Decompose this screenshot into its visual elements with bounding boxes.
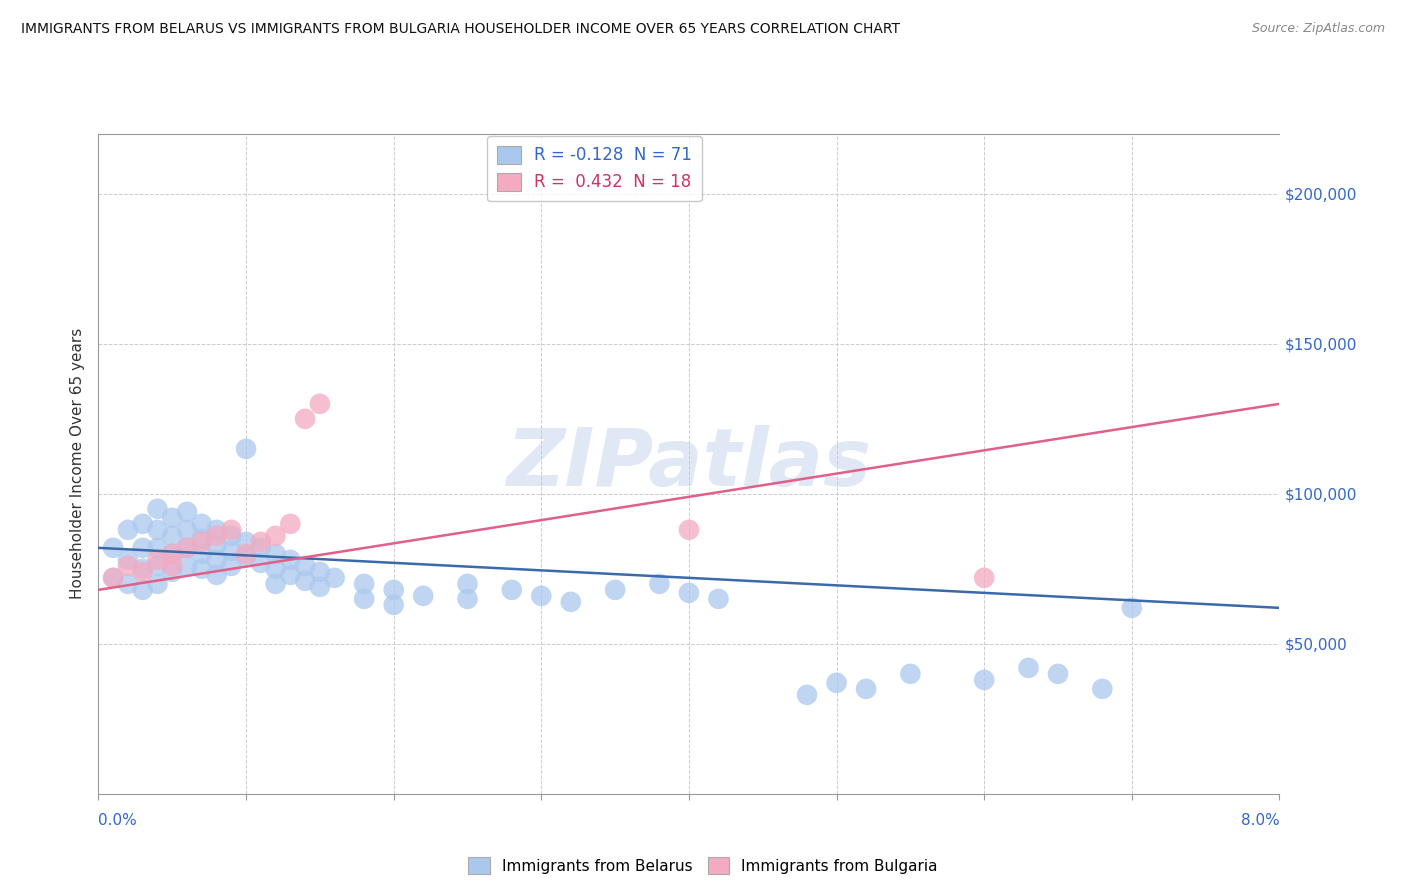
Point	[146, 553, 169, 567]
Point	[146, 558, 169, 573]
Legend: Immigrants from Belarus, Immigrants from Bulgaria: Immigrants from Belarus, Immigrants from…	[463, 851, 943, 880]
Point	[162, 547, 183, 561]
Point	[264, 577, 287, 591]
Point	[117, 558, 139, 573]
Point	[605, 582, 627, 597]
Point	[132, 562, 155, 576]
Point	[250, 541, 273, 555]
Text: 0.0%: 0.0%	[98, 814, 138, 828]
Point	[264, 547, 287, 561]
Point	[382, 582, 405, 597]
Point	[278, 567, 301, 582]
Point	[117, 523, 139, 537]
Point	[707, 591, 730, 606]
Point	[1017, 661, 1039, 675]
Text: 8.0%: 8.0%	[1240, 814, 1279, 828]
Point	[191, 562, 214, 576]
Point	[205, 553, 228, 567]
Point	[456, 591, 478, 606]
Point	[162, 547, 183, 561]
Point	[278, 553, 301, 567]
Point	[146, 541, 169, 555]
Point	[117, 577, 139, 591]
Point	[1046, 666, 1069, 681]
Point	[205, 567, 228, 582]
Point	[294, 574, 316, 588]
Point	[162, 511, 183, 525]
Point	[103, 571, 124, 585]
Point	[205, 523, 228, 537]
Point	[973, 673, 995, 687]
Point	[235, 442, 257, 456]
Point	[294, 558, 316, 573]
Point	[205, 538, 228, 552]
Point	[176, 558, 198, 573]
Point	[308, 565, 332, 579]
Point	[132, 516, 155, 531]
Point	[678, 586, 700, 600]
Point	[219, 544, 242, 558]
Point	[501, 582, 523, 597]
Point	[294, 412, 316, 426]
Point	[235, 547, 257, 561]
Text: IMMIGRANTS FROM BELARUS VS IMMIGRANTS FROM BULGARIA HOUSEHOLDER INCOME OVER 65 Y: IMMIGRANTS FROM BELARUS VS IMMIGRANTS FR…	[21, 22, 900, 37]
Point	[176, 505, 198, 519]
Point	[678, 523, 700, 537]
Point	[146, 523, 169, 537]
Point	[132, 582, 155, 597]
Point	[825, 676, 848, 690]
Point	[146, 501, 169, 516]
Point	[973, 571, 995, 585]
Point	[353, 577, 375, 591]
Point	[264, 562, 287, 576]
Point	[191, 516, 214, 531]
Point	[205, 529, 228, 543]
Point	[898, 666, 921, 681]
Point	[219, 558, 242, 573]
Point	[412, 589, 434, 603]
Point	[176, 541, 198, 555]
Point	[560, 595, 582, 609]
Point	[132, 541, 155, 555]
Point	[219, 523, 242, 537]
Point	[103, 571, 124, 585]
Point	[162, 565, 183, 579]
Point	[191, 534, 214, 549]
Legend: R = -0.128  N = 71, R =  0.432  N = 18: R = -0.128 N = 71, R = 0.432 N = 18	[488, 136, 702, 202]
Point	[648, 577, 671, 591]
Text: Source: ZipAtlas.com: Source: ZipAtlas.com	[1251, 22, 1385, 36]
Point	[264, 529, 287, 543]
Point	[278, 516, 301, 531]
Point	[855, 681, 877, 696]
Point	[176, 523, 198, 537]
Y-axis label: Householder Income Over 65 years: Householder Income Over 65 years	[69, 328, 84, 599]
Point	[1091, 681, 1114, 696]
Point	[235, 534, 257, 549]
Point	[456, 577, 478, 591]
Point	[191, 547, 214, 561]
Point	[176, 541, 198, 555]
Point	[162, 558, 183, 573]
Point	[308, 580, 332, 594]
Point	[235, 549, 257, 564]
Point	[250, 556, 273, 570]
Point	[530, 589, 553, 603]
Text: ZIPatlas: ZIPatlas	[506, 425, 872, 503]
Point	[796, 688, 818, 702]
Point	[1121, 600, 1143, 615]
Point	[132, 565, 155, 579]
Point	[382, 598, 405, 612]
Point	[162, 529, 183, 543]
Point	[146, 577, 169, 591]
Point	[308, 397, 332, 411]
Point	[250, 534, 273, 549]
Point	[353, 591, 375, 606]
Point	[323, 571, 346, 585]
Point	[191, 532, 214, 546]
Point	[103, 541, 124, 555]
Point	[219, 529, 242, 543]
Point	[117, 553, 139, 567]
